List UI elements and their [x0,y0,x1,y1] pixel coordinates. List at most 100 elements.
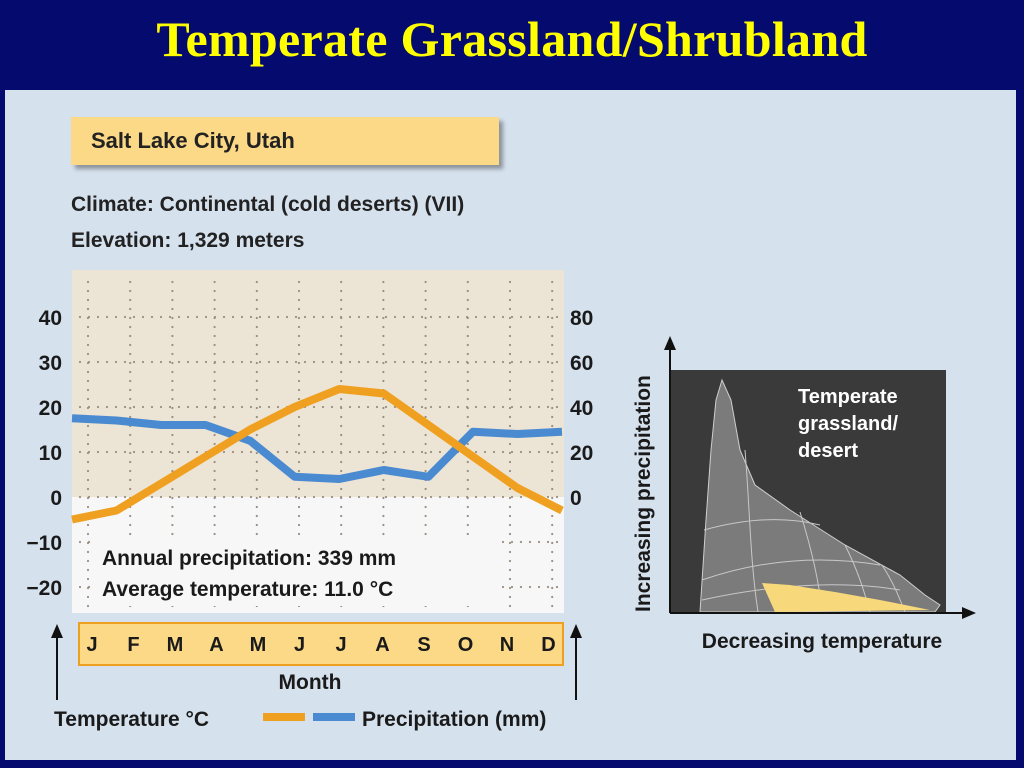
grid-dot [546,405,550,409]
grid-dot [510,360,514,364]
grid-dot [424,451,427,455]
grid-dot [186,360,190,364]
location-label: Salt Lake City, Utah [91,128,295,153]
grid-dot [255,487,258,491]
grid-dot [186,405,190,409]
grid-dot [129,352,132,356]
grid-dot [519,585,523,589]
grid-dot [555,315,559,319]
grid-dot [508,550,512,554]
grid-dot [339,360,343,364]
grid-dot [508,424,512,428]
grid-dot [297,424,301,428]
grid-dot [348,450,352,454]
grid-dot [340,424,343,428]
grid-dot [129,361,132,365]
grid-dot [402,495,406,499]
grid-dot [86,568,90,572]
grid-dot [483,495,487,499]
grid-dot [393,450,397,454]
grid-dot [255,334,258,338]
grid-dot [171,451,174,455]
grid-dot [382,505,385,509]
grid-dot [546,585,550,589]
grid-dot [382,334,385,338]
grid-dot [330,495,334,499]
grid-dot [129,460,132,464]
grid-dot [213,460,216,464]
month-tick-label: J [335,634,346,656]
grid-dot [483,360,487,364]
grid-dot [312,315,316,319]
grid-dot [340,352,343,356]
grid-dot [551,397,554,401]
grid-dot [466,325,469,329]
grid-dot [340,343,343,347]
grid-dot [86,523,90,527]
grid-dot [508,514,512,518]
grid-dot [129,325,132,329]
grid-dot [222,450,226,454]
month-tick-label: M [250,634,267,656]
grid-dot [123,495,127,499]
grid-dot [141,315,145,319]
grid-dot [129,451,132,455]
grid-dot [519,360,523,364]
grid-dot [297,523,301,527]
grid-dot [339,450,343,454]
grid-dot [366,495,370,499]
grid-dot [546,495,550,499]
grid-dot [438,405,442,409]
grid-dot [492,450,496,454]
grid-dot [168,315,172,319]
grid-dot [528,540,532,544]
grid-dot [150,405,154,409]
grid-dot [537,450,541,454]
grid-dot [429,450,433,454]
grid-dot [297,415,301,419]
grid-dot [249,360,253,364]
grid-dot [96,405,100,409]
grid-dot [86,604,90,608]
grid-dot [129,514,132,518]
left-axis-tick-label: −20 [26,577,62,600]
grid-dot [78,315,82,319]
grid-dot [86,433,90,437]
grid-dot [213,307,216,311]
grid-dot [339,315,343,319]
grid-dot [551,532,554,536]
grid-dot [114,450,118,454]
grid-dot [424,514,427,518]
grid-dot [411,495,415,499]
grid-dot [168,360,172,364]
grid-dot [340,415,343,419]
grid-dot [551,514,554,518]
grid-dot [231,405,235,409]
grid-dot [86,334,90,338]
grid-dot [258,495,262,499]
grid-dot [171,280,174,284]
grid-dot [382,343,385,347]
grid-dot [501,495,505,499]
grid-dot [492,405,496,409]
grid-dot [466,424,469,428]
grid-dot [447,495,451,499]
grid-dot [447,360,451,364]
grid-dot [424,280,427,284]
grid-dot [382,415,385,419]
grid-dot [285,450,289,454]
grid-dot [382,307,385,311]
grid-dot [508,505,512,509]
grid-dot [508,532,512,536]
grid-dot [551,289,554,293]
grid-dot [551,478,554,482]
grid-dot [492,495,496,499]
grid-dot [213,360,217,364]
grid-dot [159,450,163,454]
grid-dot [551,586,554,590]
average-temperature-label: Average temperature: 11.0 °C [102,578,393,601]
month-tick-label: N [500,634,514,656]
grid-dot [213,514,216,518]
grid-dot [438,495,442,499]
grid-dot [456,495,460,499]
